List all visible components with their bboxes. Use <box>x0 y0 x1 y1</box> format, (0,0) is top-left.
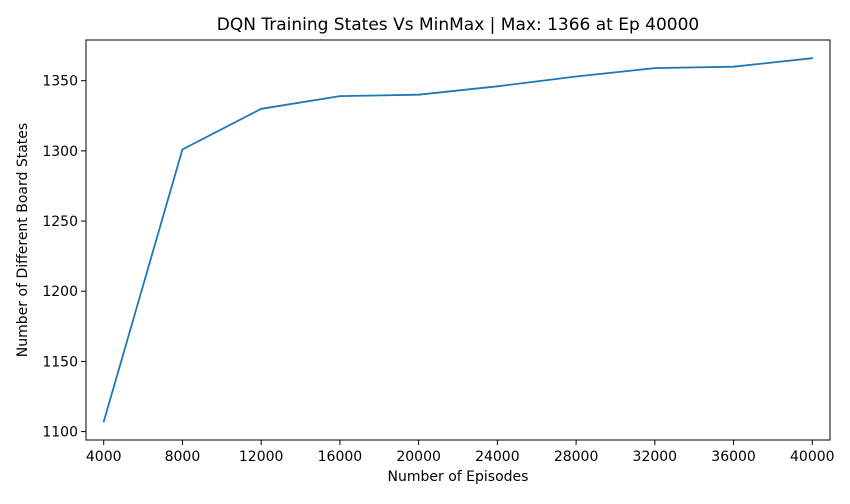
y-tick-label: 1250 <box>42 214 78 230</box>
data-point <box>732 65 735 68</box>
y-axis-label: Number of Different Board States <box>15 123 31 357</box>
x-tick-label: 4000 <box>86 449 122 465</box>
data-point <box>102 420 105 423</box>
chart-title: DQN Training States Vs MinMax | Max: 136… <box>217 15 700 35</box>
x-tick-label: 16000 <box>318 449 363 465</box>
x-tick-label: 28000 <box>554 449 599 465</box>
data-point <box>653 67 656 69</box>
y-tick-label: 1100 <box>42 425 78 441</box>
y-tick-label: 1350 <box>42 74 78 90</box>
y-tick-label: 1200 <box>42 284 78 300</box>
x-axis: 4000 8000 12000 16000 20000 24000 28000 32000 36… <box>86 440 835 465</box>
x-tick-label: 36000 <box>711 449 756 465</box>
data-point <box>811 57 814 60</box>
data-point <box>496 85 499 88</box>
x-tick-label: 24000 <box>475 449 520 465</box>
x-tick-label: 12000 <box>239 449 284 465</box>
data-point <box>181 148 184 151</box>
data-point <box>260 107 263 110</box>
data-point <box>417 93 420 96</box>
data-point <box>339 95 341 98</box>
data-point <box>575 75 577 78</box>
y-tick-label: 1150 <box>42 354 78 370</box>
series-line <box>102 57 813 423</box>
plot-area <box>85 39 831 441</box>
series-layer <box>102 57 814 423</box>
x-tick-label: 40000 <box>790 449 835 465</box>
x-axis-label: Number of Episodes <box>388 469 529 485</box>
x-tick-label: 32000 <box>633 449 678 465</box>
y-tick-label: 1300 <box>42 144 78 160</box>
y-axis: 1100 1150 1200 1250 1300 1350 <box>42 74 86 441</box>
x-tick-label: 20000 <box>396 449 441 465</box>
x-tick-label: 8000 <box>165 449 201 465</box>
